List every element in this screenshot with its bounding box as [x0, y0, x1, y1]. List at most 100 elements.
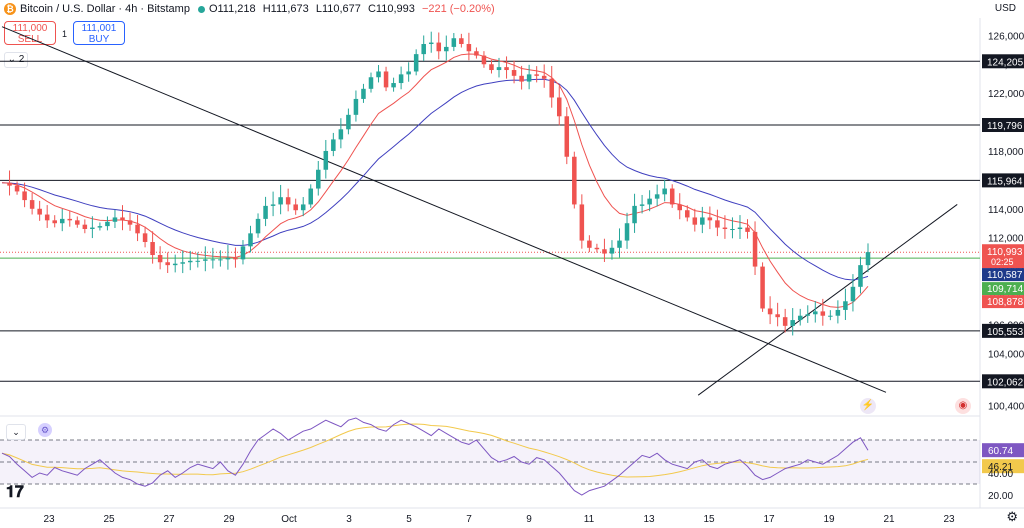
candle-body [459, 38, 464, 45]
candle-body [436, 42, 442, 52]
candle-body [564, 116, 570, 157]
time-tick-label: 17 [763, 514, 775, 525]
support-price-label: 110,587 [987, 270, 1023, 281]
level-price-label: 115,964 [987, 176, 1023, 187]
level-price-tag [982, 54, 1024, 69]
level-price-tag [982, 118, 1024, 133]
candle-body [707, 217, 713, 221]
time-tick-label: 19 [823, 514, 835, 525]
candle-body [526, 74, 532, 82]
candle-body [474, 51, 479, 56]
collapse-indicators-button[interactable]: ⌄ 2 [4, 52, 28, 68]
candle-body [647, 198, 652, 205]
candle-body [300, 204, 306, 211]
level-price-label: 124,205 [987, 57, 1024, 68]
candle-body [489, 64, 494, 71]
candle-body [285, 197, 291, 205]
ema-price-tag [982, 295, 1024, 309]
candle-body [263, 205, 268, 219]
candle-body [368, 77, 374, 89]
candle-body [142, 233, 148, 243]
rsi-collapse-button[interactable]: ⌄ [6, 424, 26, 440]
candle-body [406, 71, 411, 75]
candle-body [383, 71, 389, 88]
flag-icon[interactable]: ◉ [955, 398, 971, 414]
candle-body [624, 223, 630, 241]
candle-body [44, 214, 50, 221]
candle-body [790, 320, 795, 326]
current-price-label: 110,993 [987, 247, 1023, 258]
countdown-label: 02:25 [991, 257, 1014, 267]
candle-body [338, 129, 344, 140]
ema-slow-line [1, 78, 869, 281]
candle-body [203, 259, 208, 261]
candle-body [105, 221, 110, 227]
symbol-title[interactable]: Bitcoin / U.S. Dollar · 4h · Bitstamp [20, 3, 190, 15]
candle-body [67, 218, 73, 221]
candle-body [579, 204, 585, 241]
candle-body [331, 139, 336, 151]
candle-body [150, 242, 155, 256]
candle-body [218, 259, 223, 261]
candle-body [316, 169, 321, 189]
candle-body [7, 182, 12, 186]
price-tick-label: 126,000 [988, 31, 1024, 42]
currency-label[interactable]: USD [994, 3, 1016, 14]
candle-body [737, 227, 743, 230]
time-tick-label: 21 [883, 514, 895, 525]
candle-body [157, 255, 163, 263]
candle-body [805, 314, 811, 316]
level-price-label: 119,796 [987, 121, 1023, 132]
price-tick-label: 118,000 [988, 147, 1024, 158]
rsi-settings-icon[interactable]: ⚙ [38, 423, 52, 437]
trendline [697, 204, 958, 396]
price-tick-label: 104,000 [988, 349, 1024, 360]
candle-body [444, 46, 449, 52]
rsi-tick-label: 40.00 [988, 469, 1013, 480]
current-price-tag [982, 244, 1024, 269]
time-tick-label: 27 [163, 514, 175, 525]
buy-button[interactable]: 111,001 BUY [73, 21, 125, 45]
time-tick-label: 13 [643, 514, 655, 525]
candle-body [90, 227, 95, 230]
candle-body [398, 74, 404, 84]
candle-body [504, 67, 509, 71]
candle-body [278, 197, 283, 205]
candle-body [37, 208, 42, 215]
candle-body [677, 204, 682, 211]
level-price-label: 105,553 [987, 327, 1024, 338]
tradingview-logo[interactable]: 𝟏𝟕 [6, 484, 24, 501]
candle-body [451, 38, 457, 47]
time-tick-label: 15 [703, 514, 715, 525]
candle-body [511, 70, 517, 76]
sell-label: SELL [17, 34, 43, 45]
level-price-tag [982, 323, 1024, 338]
support-price-tag [982, 268, 1024, 282]
time-tick-label: 9 [526, 514, 532, 525]
candle-body [602, 249, 607, 254]
lightning-icon[interactable]: ⚡ [860, 398, 876, 414]
candle-body [75, 220, 80, 225]
candle-body [715, 220, 720, 228]
candle-body [391, 83, 396, 88]
time-tick-label: 11 [584, 514, 595, 525]
time-tick-label: 5 [406, 514, 412, 525]
rsi-ma-line [1, 423, 869, 478]
candle-body [172, 263, 178, 266]
gear-icon[interactable]: ⚙ [1006, 509, 1018, 524]
market-status-icon [197, 5, 205, 13]
candle-body [752, 231, 758, 267]
rsi-value-tag [982, 443, 1024, 458]
time-tick-label: 23 [43, 514, 55, 525]
candle-body [760, 266, 765, 309]
candle-body [594, 247, 600, 250]
candle-body [669, 188, 675, 205]
candle-body [428, 42, 434, 45]
candle-body [632, 205, 637, 224]
candle-body [165, 262, 170, 266]
high-value: H111,673 [262, 3, 309, 15]
sell-button[interactable]: 111,000 SELL [4, 21, 56, 45]
candle-body [466, 44, 472, 52]
candle-body [843, 301, 848, 310]
